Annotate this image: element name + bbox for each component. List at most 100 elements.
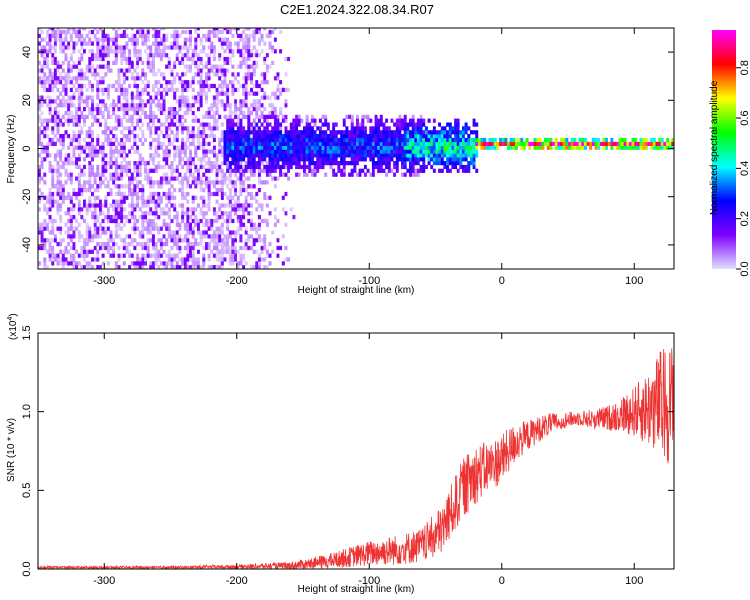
heatmap-cell: [114, 261, 118, 266]
heatmap-cell: [602, 145, 606, 150]
heatmap-cell: [297, 114, 301, 119]
heatmap-cell: [255, 53, 259, 58]
heatmap-cell: [247, 184, 251, 189]
heatmap-cell: [48, 215, 52, 220]
heatmap-cell: [271, 153, 275, 158]
heatmap-cell: [46, 126, 49, 131]
colorbar-label: Normalized spectral amplitude: [709, 80, 720, 215]
heatmap-cell: [228, 195, 232, 200]
heatmap-cell: [151, 83, 155, 89]
heatmap-cell: [170, 195, 174, 200]
heatmap-cell: [297, 134, 301, 139]
heatmap-cell: [77, 153, 81, 158]
heatmap-cell: [96, 141, 100, 146]
heatmap-cell: [212, 29, 216, 35]
heatmap-cell: [133, 191, 137, 197]
heatmap-cell: [250, 126, 253, 131]
heatmap-cell: [59, 118, 63, 123]
heatmap-cell: [369, 157, 373, 162]
heatmap-cell: [181, 80, 185, 85]
heatmap-cell: [122, 141, 126, 146]
heatmap-cell: [411, 153, 415, 158]
heatmap-cell: [101, 149, 105, 154]
heatmap-cell: [385, 145, 389, 150]
heatmap-cell: [395, 168, 399, 173]
heatmap-cell: [144, 49, 147, 54]
heatmap-cell: [75, 114, 79, 119]
heatmap-cell: [85, 188, 89, 193]
heatmap-cell: [69, 234, 73, 239]
heatmap-cell: [456, 122, 460, 127]
heatmap-cell: [276, 153, 280, 158]
heatmap-cell: [671, 137, 674, 143]
heatmap-cell: [234, 203, 237, 208]
heatmap-cell: [202, 245, 206, 251]
heatmap-cell: [597, 145, 600, 150]
heatmap-cell: [117, 68, 121, 73]
heatmap-cell: [104, 168, 108, 173]
heatmap-cell: [183, 153, 187, 158]
heatmap-cell: [279, 87, 283, 92]
heatmap-cell: [255, 49, 259, 54]
heatmap-cell: [205, 211, 208, 216]
heatmap-cell: [218, 29, 222, 35]
heatmap-cell: [398, 118, 402, 123]
heatmap-cell: [88, 261, 92, 266]
heatmap-cell: [231, 207, 235, 212]
heatmap-cell: [379, 118, 383, 123]
heatmap-cell: [91, 41, 94, 46]
heatmap-cell: [303, 168, 306, 173]
heatmap-cell: [363, 126, 367, 131]
heatmap-cell: [610, 145, 614, 150]
heatmap-cell: [56, 110, 60, 116]
heatmap-cell: [173, 145, 177, 150]
heatmap-cell: [223, 130, 227, 135]
heatmap-cell: [83, 122, 86, 127]
heatmap-cell: [165, 195, 169, 200]
heatmap-cell: [366, 145, 370, 150]
heatmap-cell: [165, 45, 169, 50]
heatmap-cell: [223, 141, 227, 146]
heatmap-cell: [287, 164, 290, 170]
heatmap-cell: [114, 80, 118, 85]
heatmap-cell: [271, 49, 275, 54]
heatmap-cell: [316, 153, 320, 158]
heatmap-cell: [223, 103, 227, 108]
heatmap-cell: [64, 56, 68, 62]
heatmap-cell: [146, 226, 150, 231]
heatmap-cell: [448, 161, 452, 166]
heatmap-cell: [46, 80, 49, 85]
heatmap-cell: [122, 107, 126, 112]
snr-y-multiplier: (x104): [7, 313, 19, 340]
heatmap-cell: [197, 249, 200, 254]
heatmap-cell: [175, 253, 179, 258]
heatmap-cell: [117, 253, 121, 258]
heatmap-cell: [183, 110, 187, 116]
heatmap-cell: [292, 145, 296, 150]
heatmap-cell: [191, 218, 195, 224]
heatmap-cell: [220, 257, 224, 262]
heatmap-cell: [96, 253, 100, 258]
heatmap-cell: [422, 157, 426, 162]
heatmap-cell: [483, 145, 487, 150]
heatmap-cell: [40, 245, 44, 251]
heatmap-cell: [186, 222, 190, 227]
heatmap-cell: [247, 49, 251, 54]
heatmap-cell: [252, 45, 256, 50]
heatmap-cell: [207, 168, 211, 173]
heatmap-cell: [605, 145, 608, 150]
heatmap-cell: [345, 145, 349, 150]
heatmap-cell: [173, 91, 177, 96]
heatmap-cell: [223, 238, 227, 243]
heatmap-cell: [554, 137, 558, 143]
heatmap-cell: [242, 222, 246, 227]
heatmap-cell: [252, 126, 256, 131]
heatmap-cell: [53, 199, 57, 204]
heatmap-cell: [244, 188, 248, 193]
spectrogram-y-axis-label: Frequency (Hz): [6, 115, 17, 184]
heatmap-cell: [85, 180, 89, 185]
heatmap-cell: [438, 130, 441, 135]
heatmap-cell: [167, 56, 171, 62]
heatmap-cell: [69, 253, 73, 258]
heatmap-cell: [202, 87, 206, 92]
